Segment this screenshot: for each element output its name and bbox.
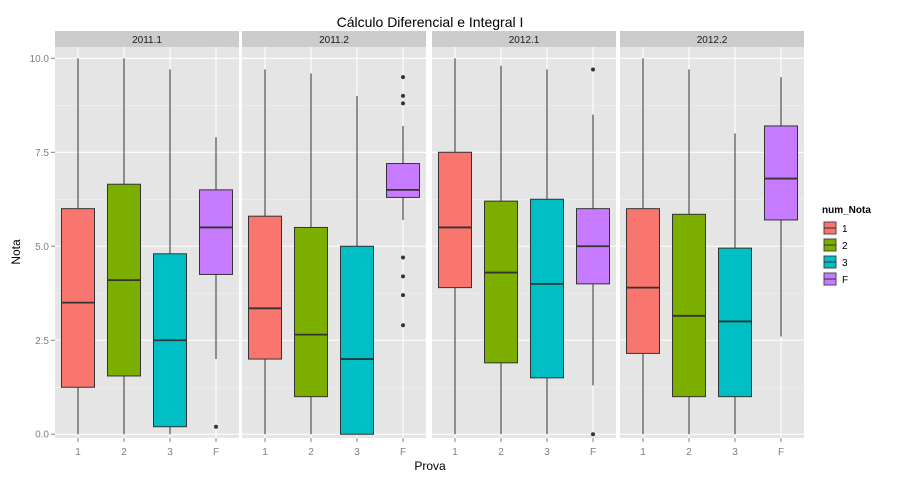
box-2011.1-3 bbox=[153, 69, 187, 435]
box-body bbox=[294, 226, 328, 398]
box-2011.1-1 bbox=[61, 58, 95, 435]
box-body bbox=[340, 245, 374, 435]
y-axis-label: Nota bbox=[9, 239, 23, 265]
box-2011.1-F bbox=[199, 137, 233, 429]
box-body bbox=[530, 198, 564, 379]
box-2012.2-1 bbox=[626, 58, 660, 435]
box-2012.2-F bbox=[764, 77, 798, 337]
y-tick-label: 0.0 bbox=[35, 430, 49, 441]
facet-panel-2012.2: 2012.2 1 2 3 F bbox=[620, 31, 804, 458]
y-tick-label: 10.0 bbox=[30, 54, 50, 65]
x-axis-label: Prova bbox=[414, 459, 446, 473]
x-tick-label: 1 bbox=[262, 447, 268, 458]
box-2011.2-1 bbox=[248, 69, 282, 435]
outlier-point bbox=[591, 432, 595, 437]
box-body bbox=[386, 163, 420, 198]
legend-entry-2: 2 bbox=[821, 236, 848, 254]
box-body bbox=[764, 125, 798, 221]
box-body bbox=[484, 200, 518, 364]
x-tick-label: 2 bbox=[686, 447, 692, 458]
facet-strip-label: 2011.2 bbox=[319, 35, 349, 46]
facet-panel-2011.2: 2011.2 1 2 3 F bbox=[242, 31, 426, 458]
box-2011.2-F bbox=[386, 75, 420, 328]
legend-entry-F: F bbox=[821, 270, 848, 288]
box-body bbox=[718, 247, 752, 398]
legend-entry-1: 1 bbox=[821, 219, 848, 237]
outlier-point bbox=[401, 323, 405, 328]
x-tick-label: 1 bbox=[640, 447, 646, 458]
box-2011.2-2 bbox=[294, 73, 328, 435]
box-2011.1-2 bbox=[107, 58, 141, 435]
x-tick-label: 2 bbox=[308, 447, 314, 458]
y-tick-label: 7.5 bbox=[35, 148, 49, 159]
outlier-point bbox=[401, 274, 405, 279]
box-body bbox=[626, 208, 660, 354]
facet-strip-label: 2011.1 bbox=[132, 35, 162, 46]
x-tick-label: 1 bbox=[452, 447, 458, 458]
outlier-point bbox=[591, 67, 595, 72]
x-tick-label: F bbox=[778, 447, 784, 458]
legend-label: F bbox=[842, 275, 848, 286]
x-tick-label: 3 bbox=[732, 447, 738, 458]
legend-title: num_Nota bbox=[822, 205, 871, 216]
legend: num_Nota 1 2 3 F bbox=[821, 205, 871, 288]
y-tick-label: 2.5 bbox=[35, 336, 49, 347]
x-tick-label: 3 bbox=[354, 447, 360, 458]
y-tick-label: 5.0 bbox=[35, 242, 49, 253]
box-body bbox=[61, 208, 95, 388]
facet-strip bbox=[620, 31, 804, 47]
x-tick-label: 2 bbox=[498, 447, 504, 458]
x-tick-label: 2 bbox=[121, 447, 127, 458]
x-tick-label: 1 bbox=[75, 447, 81, 458]
outlier-point bbox=[401, 93, 405, 98]
box-2012.1-F bbox=[576, 67, 610, 437]
outlier-point bbox=[401, 255, 405, 260]
box-body bbox=[438, 151, 472, 289]
facet-strip bbox=[432, 31, 616, 47]
outlier-point bbox=[214, 424, 218, 429]
legend-label: 1 bbox=[842, 224, 848, 235]
box-2012.1-2 bbox=[484, 65, 518, 435]
legend-entries: 1 2 3 F bbox=[821, 219, 848, 288]
x-tick-label: 3 bbox=[167, 447, 173, 458]
x-tick-label: F bbox=[590, 447, 596, 458]
x-tick-label: F bbox=[400, 447, 406, 458]
legend-label: 3 bbox=[842, 258, 848, 269]
facet-strip-label: 2012.2 bbox=[697, 35, 728, 46]
box-body bbox=[199, 189, 233, 275]
x-tick-label: F bbox=[213, 447, 219, 458]
facet-panel-2012.1: 2012.1 1 2 3 F bbox=[432, 31, 616, 458]
legend-label: 2 bbox=[842, 241, 848, 252]
chart-title: Cálculo Diferencial e Integral I bbox=[337, 14, 524, 30]
box-2012.1-3 bbox=[530, 69, 564, 435]
outlier-point bbox=[401, 101, 405, 106]
facet-strip bbox=[242, 31, 426, 47]
legend-entry-3: 3 bbox=[821, 253, 848, 271]
box-2012.2-3 bbox=[718, 133, 752, 435]
box-2012.1-1 bbox=[438, 58, 472, 435]
box-2012.2-2 bbox=[672, 69, 706, 435]
facet-strip bbox=[55, 31, 239, 47]
box-body bbox=[672, 213, 706, 398]
outlier-point bbox=[401, 75, 405, 80]
outlier-point bbox=[401, 293, 405, 298]
box-2011.2-3 bbox=[340, 95, 374, 435]
facet-strip-label: 2012.1 bbox=[509, 35, 540, 46]
box-body bbox=[248, 215, 282, 360]
facet-panel-2011.1: 2011.1 1 2 3 F bbox=[55, 31, 239, 458]
x-tick-label: 3 bbox=[544, 447, 550, 458]
